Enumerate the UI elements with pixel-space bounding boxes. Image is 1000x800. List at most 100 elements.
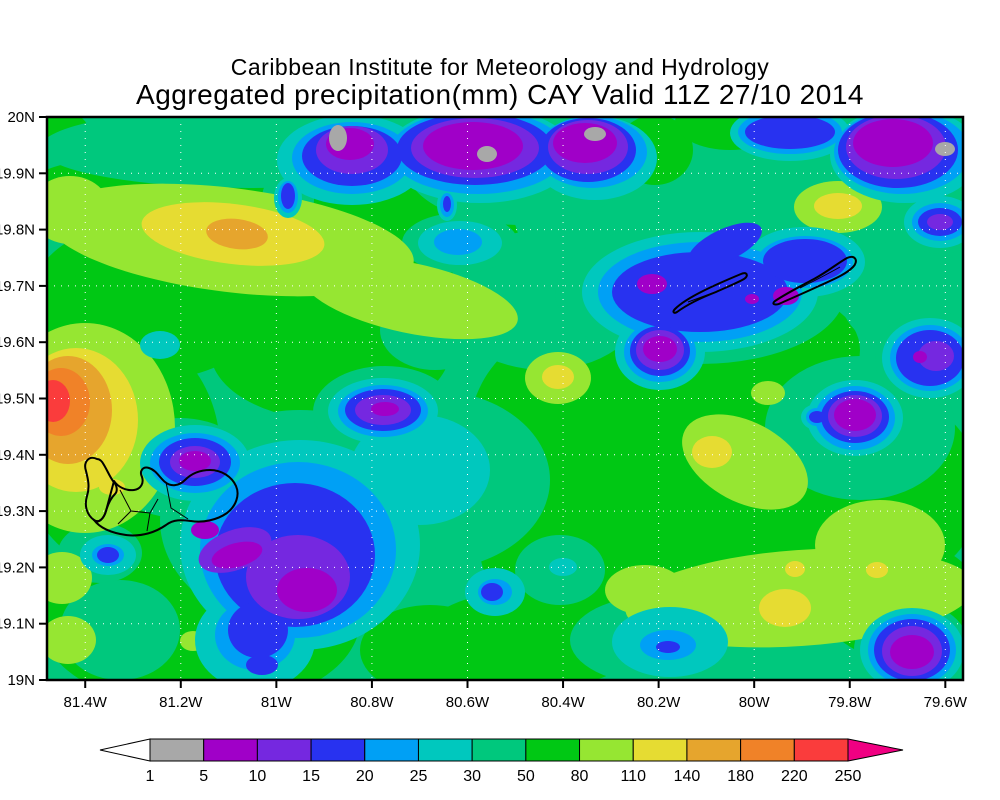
contour-blob-y110: [785, 561, 805, 577]
y-tick-label: 19N: [7, 672, 35, 689]
figure-subtitle: Aggregated precipitation(mm) CAY Valid 1…: [136, 79, 864, 110]
contour-blob-b15: [246, 655, 278, 675]
colorbar-label: 1: [146, 768, 155, 785]
contour-blob-g80: [355, 255, 395, 279]
contour-blob-y140: [206, 218, 268, 250]
colorbar-label: 10: [248, 768, 266, 785]
colorbar-segment-b15: [310, 738, 366, 762]
contour-blob-m5: [913, 351, 927, 363]
y-tick-label: 19.8N: [0, 222, 35, 239]
contour-blob-gray: [935, 142, 955, 156]
colorbar-label: 50: [517, 768, 535, 785]
y-tick-label: 19.6N: [0, 334, 35, 351]
contour-blob-g80: [605, 565, 685, 615]
contour-blob-y110: [814, 193, 862, 219]
colorbar-label: 15: [302, 768, 320, 785]
contour-blob-b15: [688, 222, 762, 268]
colorbar-segment-c25: [417, 738, 473, 762]
colorbar-segment-gray: [149, 738, 205, 762]
colorbar-label: 110: [620, 768, 646, 785]
contour-blob-gray: [477, 146, 497, 162]
colorbar-segment-r220: [793, 738, 849, 762]
contour-blob-y110: [866, 562, 888, 578]
colorbar: 1 5 10 15 20 25 30 50 80 110 140 180 220 250: [99, 738, 904, 785]
colorbar-segment-y110: [632, 738, 688, 762]
colorbar-segment-v10: [256, 738, 312, 762]
island-little-cayman-district-line: [687, 290, 719, 303]
contour-blob-g80: [47, 176, 110, 244]
x-tick-label: 80.8W: [350, 694, 394, 711]
grid-layer: [47, 117, 963, 680]
island-grand-cayman-district-line: [117, 510, 132, 525]
y-tick-label: 19.5N: [0, 391, 35, 408]
contour-blob-g80: [815, 500, 945, 590]
island-grand-cayman-district-line: [146, 512, 151, 532]
contour-blob-y110: [542, 365, 574, 389]
contour-blob-m5: [834, 399, 876, 431]
x-tick-label: 80.4W: [541, 694, 585, 711]
y-tick-label: 19.9N: [0, 165, 35, 182]
y-tick-label: 19.1N: [0, 616, 35, 633]
y-tick-label: 19.7N: [0, 278, 35, 295]
contour-blob-g30: [60, 580, 180, 680]
colorbar-label: 30: [463, 768, 481, 785]
x-tick-label: 79.8W: [828, 694, 872, 711]
colorbar-label: 180: [727, 768, 754, 785]
contour-blob-gray: [584, 127, 606, 141]
colorbar-label: 25: [410, 768, 428, 785]
x-tick-label: 81.2W: [159, 694, 203, 711]
colorbar-segment-o180: [740, 738, 795, 762]
island-grand-cayman-district-line: [165, 481, 189, 520]
contour-blob-c25: [140, 331, 180, 359]
contour-blob-m5: [553, 123, 617, 163]
contour-blob-g80: [47, 616, 96, 664]
contour-blob-m5: [643, 336, 677, 362]
colorbar-over-arrow: [847, 738, 904, 762]
contour-blob-b20: [434, 229, 482, 255]
contour-blob-r220: [47, 380, 70, 422]
figure-title: Caribbean Institute for Meteorology and …: [231, 54, 769, 80]
contour-blob-g80: [302, 256, 518, 340]
y-tick-label: 19.2N: [0, 559, 35, 576]
contour-blob-g80: [751, 381, 785, 405]
colorbar-segment-y140: [686, 738, 742, 762]
contour-blob-m5: [211, 541, 263, 569]
colorbar-label: 250: [835, 768, 862, 785]
contour-blob-gray: [329, 125, 347, 151]
contour-blob-b15: [443, 196, 451, 212]
contour-blob-v10: [927, 214, 953, 230]
colorbar-label: 140: [674, 768, 701, 785]
contour-blob-m5: [637, 274, 667, 294]
colorbar-label: 20: [356, 768, 374, 785]
colorbar-label: 80: [571, 768, 589, 785]
precipitation-field: [47, 117, 963, 680]
contour-blob-m5: [853, 119, 933, 167]
contour-blob-b15: [809, 411, 825, 423]
y-tick-label: 19.3N: [0, 503, 35, 520]
colorbar-segment-b20: [364, 738, 419, 762]
contour-blob-m5: [179, 451, 211, 471]
contour-blob-g80: [47, 552, 92, 604]
y-tick-label: 19.4N: [0, 447, 35, 464]
axes-layer: 81.4W 81.2W 81W 80.8W 80.6W 80.4W 80.2W 80W 79.8…: [0, 109, 968, 711]
contour-blob-b15: [228, 602, 288, 658]
y-tick-label: 20N: [7, 109, 35, 126]
contour-blob-m5: [277, 568, 337, 612]
contour-blob-c25: [549, 558, 577, 576]
x-tick-label: 80.6W: [446, 694, 490, 711]
contour-blob-b15: [281, 183, 295, 209]
colorbar-segment-g50: [525, 738, 581, 762]
colorbar-segment-g80: [579, 738, 634, 762]
x-tick-label: 81W: [261, 694, 293, 711]
x-tick-label: 81.4W: [64, 694, 108, 711]
colorbar-under-arrow: [99, 738, 151, 762]
islands-layer: [84, 255, 857, 537]
contour-blob-b15: [481, 583, 503, 601]
contour-blob-b15: [97, 547, 119, 563]
contour-blob-m5: [371, 402, 399, 416]
island-cayman-brac-district-line: [799, 266, 841, 289]
colorbar-label: 220: [781, 768, 808, 785]
contour-blob-m5: [745, 294, 759, 304]
